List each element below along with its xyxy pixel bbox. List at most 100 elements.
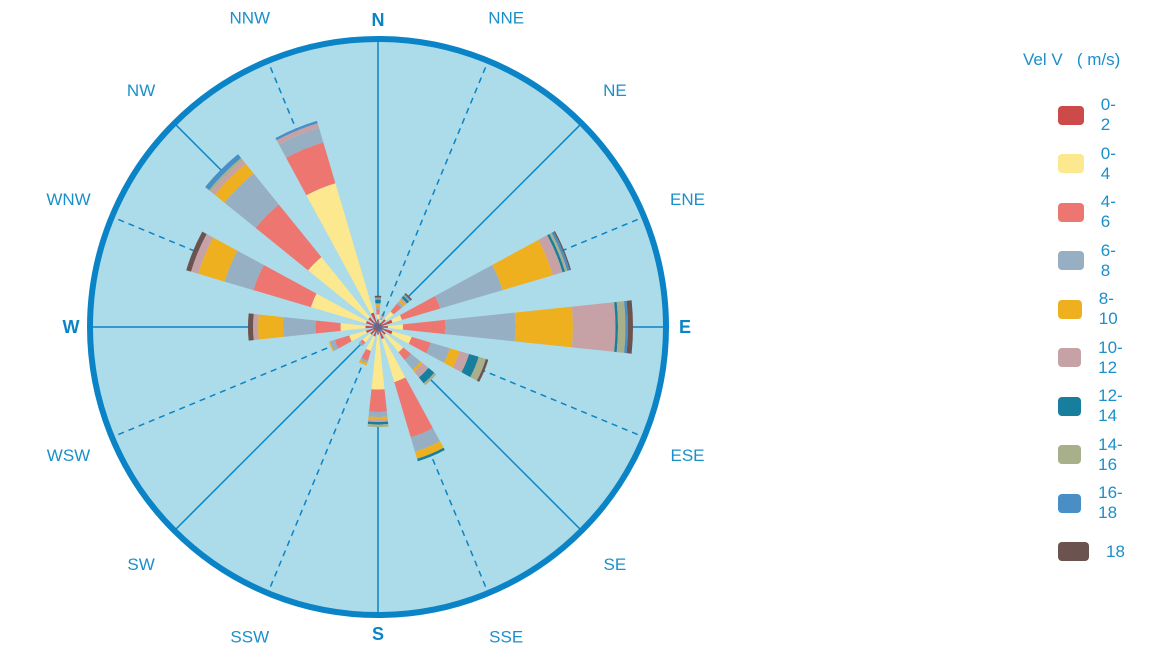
bar-ene-4-6 <box>400 296 441 320</box>
legend-swatch <box>1058 348 1082 367</box>
bar-nnw-4-6 <box>286 142 336 196</box>
bar-ese-0-4 <box>391 331 412 344</box>
bar-se-10-12 <box>414 363 429 378</box>
bar-nne-0-2 <box>378 323 380 327</box>
bar-n-10-12 <box>375 303 381 305</box>
legend: Vel V ( m/s) 0-2 0-4 4-6 6-8 8-10 10-12 12-14 1… <box>1018 50 1125 561</box>
bar-nne-10-12 <box>381 315 384 318</box>
legend-swatch <box>1058 202 1084 222</box>
bar-e-16-18 <box>624 300 628 354</box>
bar-nw-8-10 <box>214 163 254 203</box>
spoke-ne <box>377 122 583 328</box>
legend-item-12-14: 12-14 <box>1058 386 1131 425</box>
bar-ne-4-6 <box>390 303 402 315</box>
bar-ne-16-18 <box>404 294 411 301</box>
bar-nne-0-4 <box>379 319 382 324</box>
bar-w-0-4 <box>340 323 366 331</box>
bar-ene-14-16 <box>549 232 568 272</box>
legend-label: 0-4 <box>1100 143 1116 183</box>
legend-swatch <box>1058 154 1084 173</box>
bar-nne-12-14 <box>381 315 384 317</box>
bar-w-4-6 <box>315 320 341 334</box>
bar-ne-12-14 <box>401 295 410 304</box>
legend-item-0-4: 0-4 <box>1058 144 1121 183</box>
bar-wsw-0-2 <box>366 327 378 333</box>
bar-nne-6-8 <box>380 317 383 320</box>
bar-sse-4-6 <box>394 377 433 438</box>
bar-ene-16-18 <box>551 231 570 271</box>
bar-nnw-10-12 <box>276 123 320 145</box>
bar-ese-0-2 <box>378 327 393 335</box>
bar-nw-4-6 <box>255 204 322 271</box>
direction-label-nne: NNE <box>488 9 524 28</box>
bar-nne-4-6 <box>380 318 383 321</box>
bar-wsw-6-8 <box>330 339 339 351</box>
legend-item-4-6: 4-6 <box>1058 192 1121 231</box>
bar-wnw-8-10 <box>198 237 238 282</box>
legend-label: 0-2 <box>1100 95 1116 134</box>
legend-swatch <box>1058 251 1084 270</box>
legend-item-14-16: 14-16 <box>1058 435 1131 474</box>
bar-w-8-10 <box>258 314 284 340</box>
bar-ene-6-8 <box>435 265 503 309</box>
bar-ssw-0-4 <box>366 335 376 351</box>
legend-title: Vel V ( m/s) <box>1023 50 1121 69</box>
bar-wnw-0-4 <box>310 293 367 324</box>
bar-wnw-4-6 <box>253 265 317 308</box>
bar-e-10-12 <box>571 302 616 352</box>
legend-label: 16-18 <box>1098 483 1123 522</box>
bar-nw-0-2 <box>368 317 378 327</box>
bar-se-14-16 <box>423 372 437 386</box>
bar-n-0-2 <box>377 319 379 327</box>
legend-item-18: 18 <box>1058 540 1125 564</box>
direction-label-nw: NW <box>127 81 155 100</box>
bar-wnw-0-2 <box>366 321 378 327</box>
bar-ese-6-8 <box>426 342 450 363</box>
bar-e-18 <box>626 300 634 354</box>
bar-nnw-0-4 <box>306 183 374 314</box>
bar-s-0-2 <box>377 327 379 335</box>
legend-item-0-2: 0-2 <box>1058 95 1121 134</box>
bar-s-12-14 <box>367 421 389 425</box>
legend-label: 6-8 <box>1100 240 1116 280</box>
bar-sse-0-2 <box>378 327 384 339</box>
bar-wsw-4-6 <box>334 335 352 349</box>
bar-ne-14-16 <box>403 294 411 302</box>
bar-nw-16-18 <box>205 154 242 191</box>
bar-s-4-6 <box>369 389 387 412</box>
bar-sw-0-4 <box>362 333 372 343</box>
bar-ne-6-8 <box>396 301 404 309</box>
direction-label-wsw: WSW <box>47 446 90 465</box>
bar-ssw-8-10 <box>358 360 368 366</box>
bar-ene-18 <box>553 231 571 271</box>
spoke-ssw <box>267 326 379 594</box>
bar-s-8-10 <box>368 416 388 420</box>
bar-ene-0-4 <box>391 315 402 323</box>
bar-ene-8-10 <box>492 239 553 291</box>
bar-se-6-8 <box>404 353 421 370</box>
bar-e-8-10 <box>514 306 573 348</box>
spoke-sw <box>173 326 379 532</box>
bar-nne-8-10 <box>380 316 384 319</box>
direction-label-wnw: WNW <box>46 190 90 209</box>
bar-sw-0-2 <box>370 327 378 335</box>
bar-ese-14-16 <box>470 356 486 381</box>
bar-w-18 <box>247 313 254 341</box>
bar-n-16-18 <box>374 297 382 299</box>
bar-nnw-6-8 <box>279 128 324 158</box>
bar-n-8-10 <box>375 304 381 308</box>
bar-ssw-0-2 <box>373 327 378 337</box>
bar-ene-10-12 <box>538 235 563 276</box>
bar-s-10-12 <box>368 419 388 423</box>
legend-item-16-18: 16-18 <box>1058 483 1131 522</box>
bar-wnw-6-8 <box>224 250 264 291</box>
legend-label: 4-6 <box>1100 192 1116 231</box>
direction-label-e: E <box>679 317 691 337</box>
bar-e-6-8 <box>445 312 516 342</box>
bar-sse-6-8 <box>410 428 440 452</box>
bar-w-10-12 <box>253 313 259 341</box>
rose-outer-ring <box>87 36 669 618</box>
legend-item-10-12: 10-12 <box>1058 338 1131 377</box>
bar-ne-10-12 <box>400 297 408 305</box>
